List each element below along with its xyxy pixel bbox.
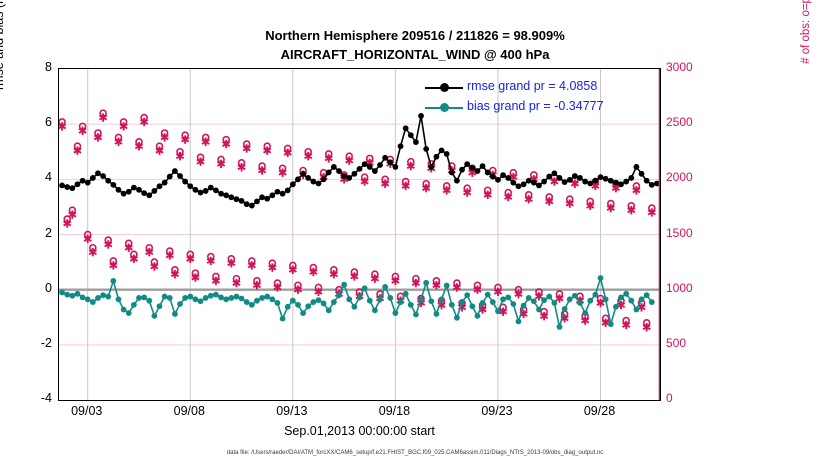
y-axis-right-ticks: 3000 2500 2000 1500 1000 500 0 xyxy=(666,60,722,405)
x-tick: 09/13 xyxy=(276,404,308,418)
y-tick-left: 2 xyxy=(45,225,52,240)
y-axis-left-ticks: 8 6 4 2 0 -2 -4 xyxy=(0,60,52,405)
y-tick-left: -2 xyxy=(40,335,52,350)
plot-area xyxy=(57,68,661,401)
legend-entry-bias: bias grand pr = -0.34777 xyxy=(425,98,665,118)
legend: rmse grand pr = 4.0858 bias grand pr = -… xyxy=(425,78,665,118)
data-file-footer: data file: /Users/raeder/DAI/ATM_forcXX/… xyxy=(226,450,604,456)
y-tick-right: 1000 xyxy=(666,280,693,295)
y-tick-right: 1500 xyxy=(666,225,693,240)
legend-entry-rmse: rmse grand pr = 4.0858 xyxy=(425,78,665,98)
y-tick-left: -4 xyxy=(40,391,52,405)
legend-marker-bias xyxy=(440,103,449,112)
legend-label-rmse: rmse grand pr = 4.0858 xyxy=(467,79,598,93)
x-tick: 09/18 xyxy=(378,404,411,418)
y-tick-left: 4 xyxy=(45,170,52,185)
y-tick-left: 0 xyxy=(45,280,52,295)
x-axis-label: Sep.01,2013 00:00:00 start xyxy=(284,424,435,438)
y-tick-left: 8 xyxy=(45,60,52,74)
y-tick-right: 0 xyxy=(666,391,673,405)
x-tick: 09/28 xyxy=(583,404,616,418)
chart-title-line1: Northern Hemisphere 209516 / 211826 = 98… xyxy=(265,28,565,43)
y-tick-right: 500 xyxy=(666,335,687,350)
legend-marker-rmse xyxy=(440,83,449,92)
x-tick: 09/03 xyxy=(71,404,103,418)
chart-title-line2: AIRCRAFT_HORIZONTAL_WIND @ 400 hPa xyxy=(280,47,550,62)
y-tick-left: 6 xyxy=(45,115,52,130)
x-tick: 09/23 xyxy=(481,404,513,418)
y-tick-right: 2000 xyxy=(666,170,693,185)
y-tick-right: 3000 xyxy=(666,60,693,74)
legend-label-bias: bias grand pr = -0.34777 xyxy=(467,99,604,113)
series-canvas xyxy=(57,69,661,400)
y-tick-right: 2500 xyxy=(666,115,693,130)
x-tick: 09/08 xyxy=(173,404,205,418)
y-axis-right-label: # of obs: o=possible; *=assimilated xyxy=(800,0,812,115)
